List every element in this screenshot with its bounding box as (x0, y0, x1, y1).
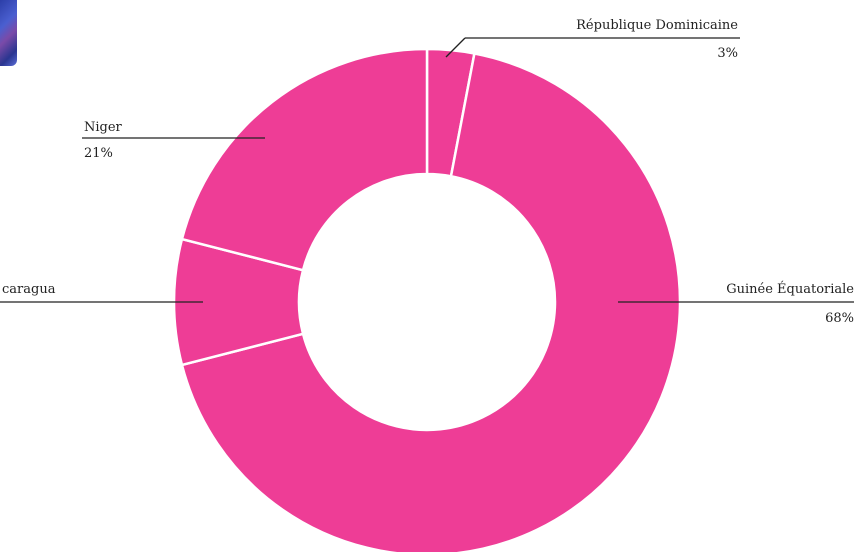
label-guinee-equatoriale: Guinée Équatoriale (726, 281, 854, 297)
label-republique-dominicaine: République Dominicaine (576, 18, 738, 33)
slice-niger (180, 47, 429, 272)
value-republique-dominicaine: 3% (717, 46, 738, 61)
slice-labels: République Dominicaine 3% Guinée Équator… (0, 18, 854, 326)
image-thumbnail-icon (0, 0, 17, 66)
value-niger: 21% (84, 146, 113, 161)
label-nicaragua: caragua (2, 282, 56, 297)
slice-guinee-equatoriale (180, 52, 682, 552)
value-guinee-equatoriale: 68% (825, 311, 854, 326)
leader-line-republique-dominicaine (445, 37, 466, 58)
donut-slices (172, 47, 682, 552)
label-niger: Niger (84, 120, 123, 135)
